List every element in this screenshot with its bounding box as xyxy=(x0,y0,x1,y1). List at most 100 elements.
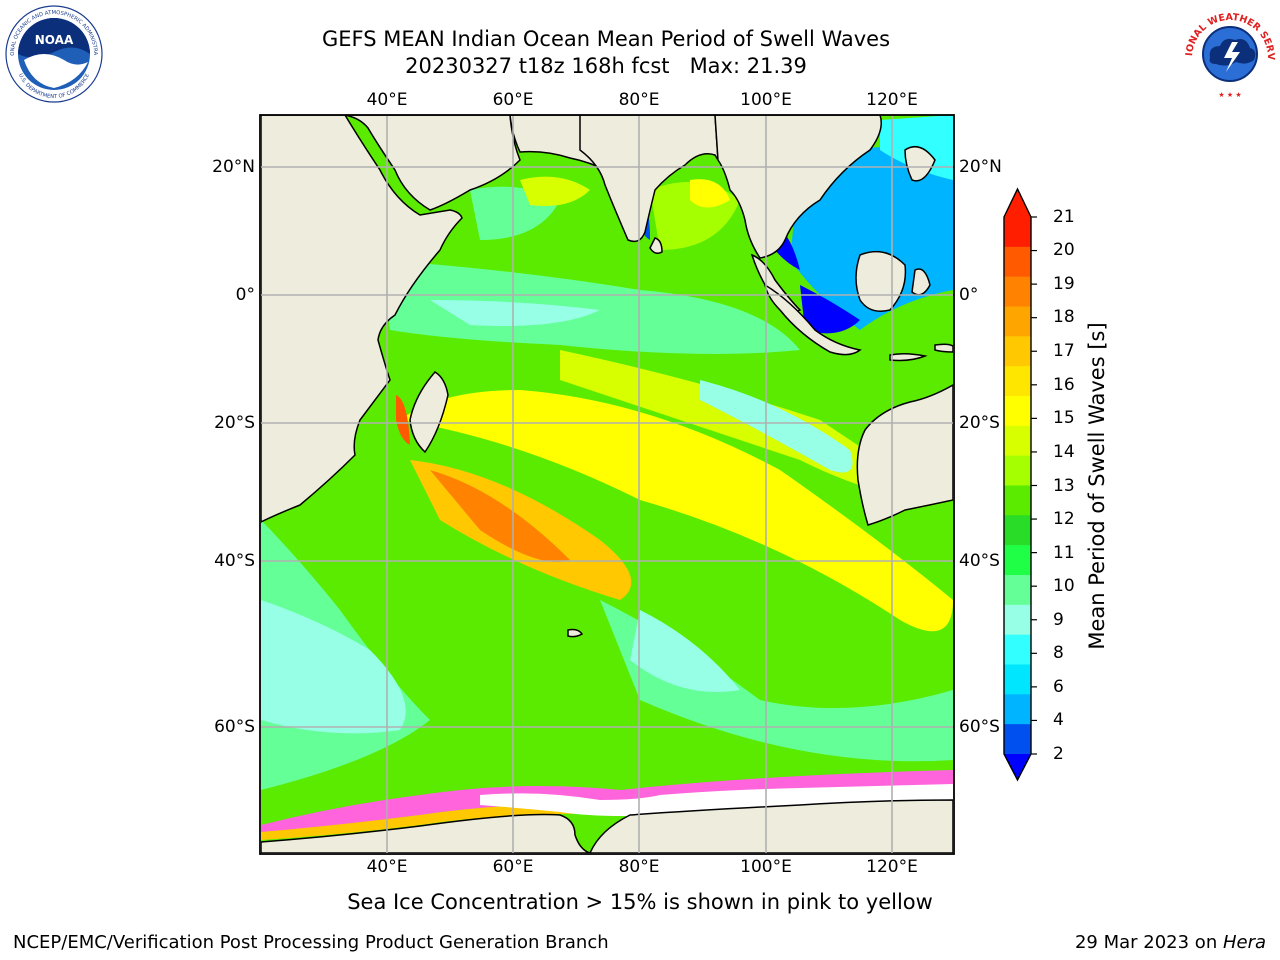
indochina xyxy=(714,115,882,259)
colorbar-tick: 15 xyxy=(1053,408,1075,428)
colorbar-extend-bottom xyxy=(1004,754,1031,780)
colorbar-segment xyxy=(1004,604,1031,636)
colorbar-tick: 2 xyxy=(1053,744,1064,764)
lon-tick-top: 60°E xyxy=(492,90,534,110)
colorbar-extend-top xyxy=(1004,189,1031,217)
south-short-period-patch xyxy=(630,610,740,692)
lat-tick-left: 40°S xyxy=(214,551,255,571)
equatorial-short-patch xyxy=(430,300,600,326)
long-period-swell-belt xyxy=(400,390,953,632)
footer-host: Hera xyxy=(1222,932,1266,953)
colorbar-tick: 13 xyxy=(1053,476,1075,496)
madagascar xyxy=(409,371,449,454)
java xyxy=(889,352,928,362)
sea-ice-mask xyxy=(480,784,953,816)
lon-tick-bottom: 80°E xyxy=(618,857,660,877)
colorbar-tick: 12 xyxy=(1053,509,1075,529)
colorbar-tick: 17 xyxy=(1053,341,1075,361)
india xyxy=(579,115,719,243)
west-australia-short-period xyxy=(700,380,853,473)
colorbar-tick: 9 xyxy=(1053,610,1064,630)
noaa-logo: NATIONAL OCEANIC AND ATMOSPHERIC ADMINIS… xyxy=(4,4,103,103)
colorbar-segment xyxy=(1004,366,1031,397)
colorbar-segment xyxy=(1004,575,1031,606)
java-sea xyxy=(800,285,860,334)
colorbar-tick: 6 xyxy=(1053,677,1064,697)
colorbar xyxy=(1003,187,1037,782)
map-subtitle: 20230327 t18z 168h fcst Max: 21.39 xyxy=(405,54,807,78)
lon-tick-bottom: 100°E xyxy=(740,857,792,877)
australia xyxy=(856,384,953,526)
colorbar-label: Mean Period of Swell Waves [s] xyxy=(1085,322,1109,650)
colorbar-segment xyxy=(1004,485,1031,516)
colorbar-segment xyxy=(1004,396,1031,427)
colorbar-tick: 18 xyxy=(1053,307,1075,327)
colorbar-tick: 19 xyxy=(1053,274,1075,294)
footer-date-text: 29 Mar 2023 on xyxy=(1074,932,1223,953)
south-calm-zone xyxy=(600,600,953,762)
map-frame xyxy=(259,114,955,855)
colorbar-segment xyxy=(1004,306,1031,337)
colorbar-segment xyxy=(1004,724,1031,755)
lat-tick-right: 60°S xyxy=(959,717,1000,737)
lon-tick-top: 120°E xyxy=(866,90,918,110)
antarctica-west xyxy=(261,813,591,853)
lon-tick-top: 40°E xyxy=(366,90,408,110)
lesser-sunda xyxy=(934,343,953,353)
colorbar-segment xyxy=(1004,246,1031,278)
lat-tick-right: 40°S xyxy=(959,551,1000,571)
lat-tick-left: 20°N xyxy=(212,157,255,177)
lon-tick-bottom: 40°E xyxy=(366,857,408,877)
lat-tick-left: 20°S xyxy=(214,413,255,433)
colorbar-segment xyxy=(1004,455,1031,486)
colorbar-segment xyxy=(1004,336,1031,367)
nws-logo: NATIONAL WEATHER SERVICE ★ ★ ★ xyxy=(1180,2,1278,100)
sw-short-period-zone xyxy=(261,600,406,734)
indonesian-seas xyxy=(790,146,953,330)
sri-lanka xyxy=(649,237,663,255)
colorbar-tick: 8 xyxy=(1053,643,1064,663)
footer-credit: NCEP/EMC/Verification Post Processing Pr… xyxy=(13,932,609,953)
africa xyxy=(261,115,463,523)
lon-tick-top: 100°E xyxy=(740,90,792,110)
borneo xyxy=(855,250,907,312)
sulawesi xyxy=(911,268,931,296)
colorbar-tick: 10 xyxy=(1053,576,1075,596)
lat-tick-right: 20°S xyxy=(959,413,1000,433)
lon-tick-top: 80°E xyxy=(618,90,660,110)
colorbar-segment xyxy=(1004,634,1031,665)
colorbar-segment xyxy=(1004,276,1031,307)
lat-tick-left: 0° xyxy=(235,285,255,305)
lat-tick-right: 0° xyxy=(959,285,979,305)
colorbar-tick: 16 xyxy=(1053,375,1075,395)
bay-of-bengal-long-period xyxy=(690,179,730,208)
svg-text:★ ★ ★: ★ ★ ★ xyxy=(1218,91,1241,99)
colorbar-segment xyxy=(1004,425,1031,457)
colorbar-tick: 4 xyxy=(1053,710,1064,730)
colorbar-tick: 11 xyxy=(1053,543,1075,563)
graticule xyxy=(261,115,953,853)
colorbar-tick: 21 xyxy=(1053,207,1075,227)
colorbar-tick: 14 xyxy=(1053,442,1075,462)
landmasses xyxy=(261,115,953,853)
equatorial-band xyxy=(380,260,800,354)
kerguelen xyxy=(567,628,584,638)
sea-ice-note: Sea Ice Concentration > 15% is shown in … xyxy=(347,890,933,914)
lon-tick-bottom: 120°E xyxy=(866,857,918,877)
arabian-peninsula xyxy=(344,115,521,211)
colorbar-segment xyxy=(1004,664,1031,695)
sumatra xyxy=(763,283,862,356)
colorbar-tick: 20 xyxy=(1053,240,1075,260)
mozambique-channel-max xyxy=(396,395,410,445)
lat-tick-right: 20°N xyxy=(959,157,1002,177)
colorbar-segment xyxy=(1004,694,1031,725)
arabian-long-period xyxy=(520,176,590,206)
colorbar-segment xyxy=(1004,515,1031,546)
colorbar-segment xyxy=(1004,217,1031,248)
antarctica-east xyxy=(589,799,953,853)
colorbar-segment xyxy=(1004,545,1031,576)
lon-tick-bottom: 60°E xyxy=(492,857,534,877)
lat-tick-left: 60°S xyxy=(214,717,255,737)
map-title: GEFS MEAN Indian Ocean Mean Period of Sw… xyxy=(321,27,891,51)
philippines xyxy=(904,145,936,182)
